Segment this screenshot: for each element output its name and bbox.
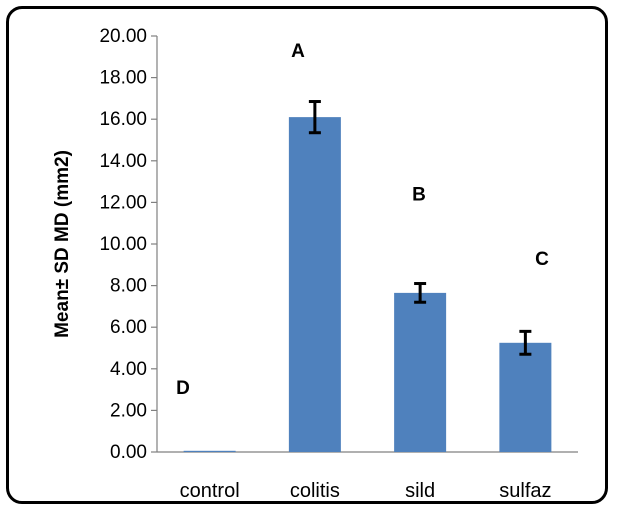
y-tick-label: 20.00 xyxy=(99,26,147,47)
annotation-D: D xyxy=(176,378,190,399)
y-tick-label: 10.00 xyxy=(99,234,147,255)
y-tick-label: 4.00 xyxy=(110,359,147,380)
category-label-control: control xyxy=(180,480,240,502)
bars xyxy=(183,117,552,453)
bar-sulfaz xyxy=(499,342,552,452)
annotation-C: C xyxy=(535,249,549,270)
bar-sild xyxy=(394,292,447,452)
bar-control xyxy=(183,450,236,452)
category-label-colitis: colitis xyxy=(290,480,340,502)
y-tick-label: 2.00 xyxy=(110,400,147,421)
y-tick-label: 14.00 xyxy=(99,151,147,172)
y-axis-label: Mean± SD MD (mm2) xyxy=(52,150,73,338)
error-bars xyxy=(308,100,532,356)
category-label-sulfaz: sulfaz xyxy=(499,480,551,502)
annotation-A: A xyxy=(291,41,305,62)
annotation-B: B xyxy=(412,184,426,205)
annotations: D A B C xyxy=(176,41,549,399)
y-ticks: 0.00 2.00 4.00 6.00 8.00 10.00 12.00 14.00 16.00… xyxy=(99,26,157,463)
y-tick-label: 8.00 xyxy=(110,276,147,297)
bar-colitis xyxy=(288,117,341,453)
y-tick-label: 12.00 xyxy=(99,192,147,213)
category-label-sild: sild xyxy=(405,480,435,502)
category-labels: control colitis sild sulfaz xyxy=(180,480,552,502)
y-tick-label: 0.00 xyxy=(110,442,147,463)
y-tick-label: 16.00 xyxy=(99,109,147,130)
y-tick-label: 18.00 xyxy=(99,68,147,89)
y-tick-label: 6.00 xyxy=(110,317,147,338)
